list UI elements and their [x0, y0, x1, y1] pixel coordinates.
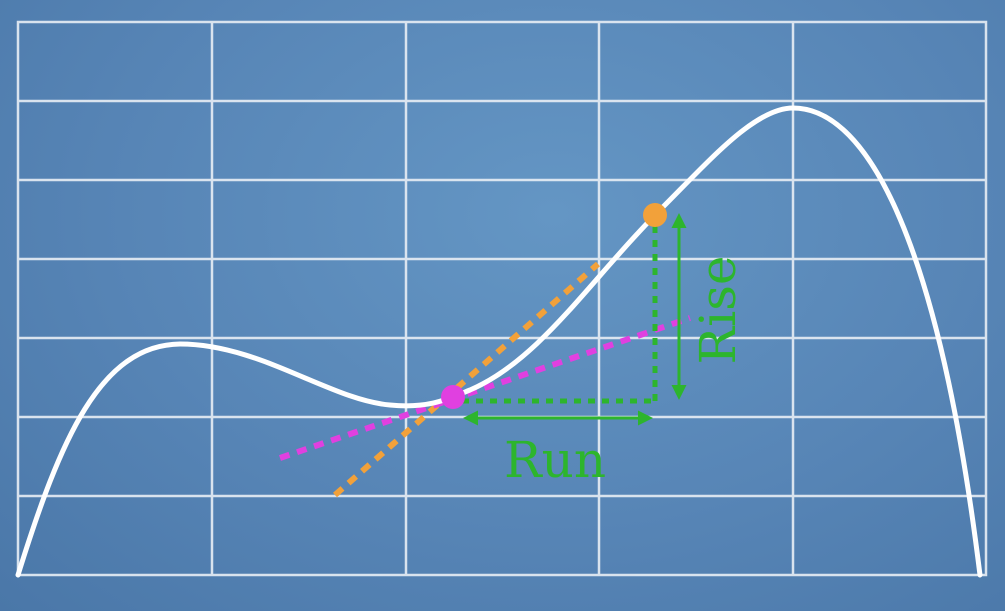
secant-line	[333, 261, 600, 498]
run-label: Run	[504, 431, 606, 489]
tangent-line	[279, 315, 691, 461]
grid	[16, 20, 988, 577]
point-a	[441, 385, 465, 409]
function-curve	[15, 105, 983, 578]
rise-label: Rise	[689, 256, 747, 365]
grid-frame	[16, 20, 988, 577]
point-b	[643, 203, 667, 227]
rise-run-construction: Run Rise	[462, 213, 747, 489]
